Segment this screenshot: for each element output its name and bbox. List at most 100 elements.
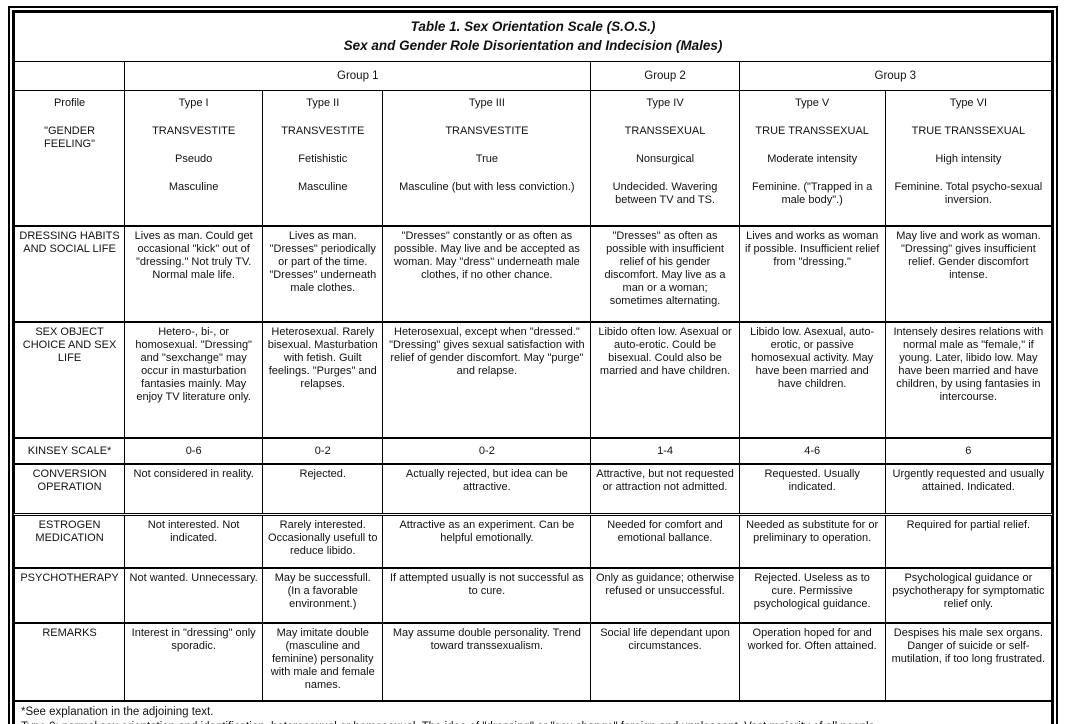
- table-cell: Psychological guidance or psychotherapy …: [884, 567, 1053, 624]
- table-cell: Social life dependant upon circumstances…: [590, 622, 740, 702]
- row-label: KINSEY SCALE*: [13, 437, 126, 465]
- table-cell: 0-2: [382, 437, 592, 465]
- table-row: PSYCHOTHERAPY Not wanted. Unnecessary. May…: [13, 567, 1053, 624]
- profile-category: TRANSVESTITE: [152, 125, 236, 138]
- table-cell: Only as guidance; otherwise refused or u…: [590, 567, 740, 624]
- table-cell: 0-6: [124, 437, 264, 465]
- profile-type-label: Type VI: [949, 97, 987, 110]
- profile-subtype: Nonsurgical: [635, 153, 695, 166]
- table-cell: "Dresses" constantly or as often as poss…: [382, 225, 592, 323]
- scanned-table-sheet: Table 1. Sex Orientation Scale (S.O.S.) …: [8, 6, 1058, 724]
- row-label: DRESSING HABITS AND SOCIAL LIFE: [13, 225, 126, 323]
- table-cell: Operation hoped for and worked for. Ofte…: [738, 622, 886, 702]
- profile-row: Profile "GENDER FEELING" Type I TRANSVEST…: [13, 90, 1053, 227]
- profile-gender-feeling: Masculine (but with less conviction.): [399, 181, 575, 194]
- profile-cell: Type III TRANSVESTITE True Masculine (but w…: [382, 90, 592, 227]
- table-cell: Attractive, but not requested or attract…: [590, 463, 740, 516]
- footnote-line1: *See explanation in the adjoining text.: [21, 706, 214, 719]
- sex-orientation-scale-table: Table 1. Sex Orientation Scale (S.O.S.) …: [13, 11, 1053, 724]
- table-cell: If attempted usually is not successful a…: [382, 567, 592, 624]
- profile-type-label: Type III: [468, 97, 505, 110]
- table-cell: Actually rejected, but idea can be attra…: [382, 463, 592, 516]
- table-cell: Rarely interested. Occasionally usefull …: [262, 513, 384, 569]
- table-cell: Needed for comfort and emotional ballanc…: [590, 513, 740, 569]
- table-cell: Libido low. Asexual, auto-erotic, or pas…: [738, 321, 886, 439]
- profile-subtype: Moderate intensity: [767, 153, 858, 166]
- table-cell: Not interested. Not indicated.: [124, 513, 264, 569]
- table-cell: Lives and works as woman if possible. In…: [738, 225, 886, 323]
- table-cell: 4-6: [738, 437, 886, 465]
- table-cell: Requested. Usually indicated.: [738, 463, 886, 516]
- profile-cell: Type VI TRUE TRANSSEXUAL High intensity Fem…: [884, 90, 1053, 227]
- profile-gender-feeling: Masculine: [297, 181, 348, 194]
- profile-type-label: Type II: [306, 97, 340, 110]
- profile-subtype: True: [475, 153, 498, 166]
- table-cell: Heterosexual, except when "dressed." "Dr…: [382, 321, 592, 439]
- row-label: ESTROGEN MEDICATION: [13, 513, 126, 569]
- profile-category: TRUE TRANSSEXUAL: [911, 125, 1026, 138]
- table-cell: 6: [884, 437, 1053, 465]
- profile-cell: Type V TRUE TRANSSEXUAL Moderate intensity…: [738, 90, 886, 227]
- footnotes: *See explanation in the adjoining text. …: [14, 700, 1052, 724]
- table-cell: Rejected.: [262, 463, 384, 516]
- table-row: DRESSING HABITS AND SOCIAL LIFE Lives as …: [13, 225, 1053, 323]
- table-cell: May imitate double (masculine and femini…: [262, 622, 384, 702]
- table-cell: Lives as man. Could get occasional "kick…: [124, 225, 264, 323]
- profile-gender-feeling: Feminine. Total psycho-sexual inversion.: [894, 181, 1043, 207]
- table-cell: May live and work as woman. "Dressing" g…: [884, 225, 1053, 323]
- table-row: REMARKS Interest in "dressing" only spora…: [13, 622, 1053, 702]
- table-cell: Urgently requested and usually attained.…: [884, 463, 1053, 516]
- profile-label-line1: Profile: [53, 97, 86, 110]
- table-cell: Attractive as an experiment. Can be help…: [382, 513, 592, 569]
- profile-gender-feeling: Undecided. Wavering between TV and TS.: [612, 181, 718, 207]
- table-title: Table 1. Sex Orientation Scale (S.O.S.) …: [14, 11, 1052, 63]
- profile-category: TRUE TRANSSEXUAL: [755, 125, 869, 138]
- corner-cell: [13, 61, 126, 92]
- table-cell: 0-2: [262, 437, 384, 465]
- profile-category: TRANSSEXUAL: [624, 125, 706, 138]
- profile-gender-feeling: Feminine. ("Trapped in a male body".): [752, 181, 873, 207]
- profile-cell: Type I TRANSVESTITE Pseudo Masculine: [124, 90, 264, 227]
- table-cell: Lives as man. "Dresses" periodically or …: [262, 225, 384, 323]
- table-cell: "Dresses" as often as possible with insu…: [590, 225, 740, 323]
- table-cell: Interest in "dressing" only sporadic.: [124, 622, 264, 702]
- row-label: REMARKS: [13, 622, 126, 702]
- table-cell: May assume double personality. Trend tow…: [382, 622, 592, 702]
- table-cell: Intensely desires relations with normal …: [884, 321, 1053, 439]
- footnote-row: *See explanation in the adjoining text. …: [14, 700, 1052, 724]
- table-title-row: Table 1. Sex Orientation Scale (S.O.S.) …: [14, 11, 1052, 63]
- table-cell: Required for partial relief.: [884, 513, 1053, 569]
- table-row: KINSEY SCALE* 0-6 0-2 0-2 1-4 4-6 6: [13, 437, 1053, 465]
- profile-category: TRANSVESTITE: [281, 125, 365, 138]
- row-label: PSYCHOTHERAPY: [13, 567, 126, 624]
- profile-gender-feeling: Masculine: [168, 181, 219, 194]
- profile-cell: Type II TRANSVESTITE Fetishistic Masculine: [262, 90, 384, 227]
- row-label: SEX OBJECT CHOICE AND SEX LIFE: [13, 321, 126, 439]
- group-3-header: Group 3: [738, 61, 1053, 92]
- table-cell: Needed as substitute for or preliminary …: [738, 513, 886, 569]
- profile-subtype: Pseudo: [174, 153, 213, 166]
- table-cell: Not wanted. Unnecessary.: [124, 567, 264, 624]
- table-cell: Rejected. Useless as to cure. Permissive…: [738, 567, 886, 624]
- profile-type-label: Type I: [178, 97, 209, 110]
- group-header-row: Group 1 Group 2 Group 3: [13, 61, 1053, 92]
- profile-label-line2: "GENDER FEELING": [44, 125, 96, 151]
- table-cell: Despises his male sex organs. Danger of …: [884, 622, 1053, 702]
- table-cell: Heterosexual. Rarely bisexual. Masturbat…: [262, 321, 384, 439]
- profile-category: TRANSVESTITE: [445, 125, 529, 138]
- table-cell: Hetero-, bi-, or homosexual. "Dressing" …: [124, 321, 264, 439]
- row-label-profile: Profile "GENDER FEELING": [13, 90, 126, 227]
- profile-type-label: Type V: [795, 97, 830, 110]
- table-row: ESTROGEN MEDICATION Not interested. Not i…: [13, 513, 1053, 569]
- table-cell: May be successfull. (In a favorable envi…: [262, 567, 384, 624]
- table-cell: Not considered in reality.: [124, 463, 264, 516]
- table-cell: Libido often low. Asexual or auto-erotic…: [590, 321, 740, 439]
- footnote-line2: Type 0: normal sex orientation and ident…: [21, 720, 1045, 724]
- table-title-line2: Sex and Gender Role Disorientation and I…: [343, 38, 723, 54]
- table-row: CONVERSION OPERATION Not considered in re…: [13, 463, 1053, 516]
- row-label: CONVERSION OPERATION: [13, 463, 126, 516]
- table-cell: 1-4: [590, 437, 740, 465]
- profile-subtype: Fetishistic: [298, 153, 348, 166]
- profile-subtype: High intensity: [935, 153, 1002, 166]
- table-title-line1: Table 1. Sex Orientation Scale (S.O.S.): [410, 19, 656, 34]
